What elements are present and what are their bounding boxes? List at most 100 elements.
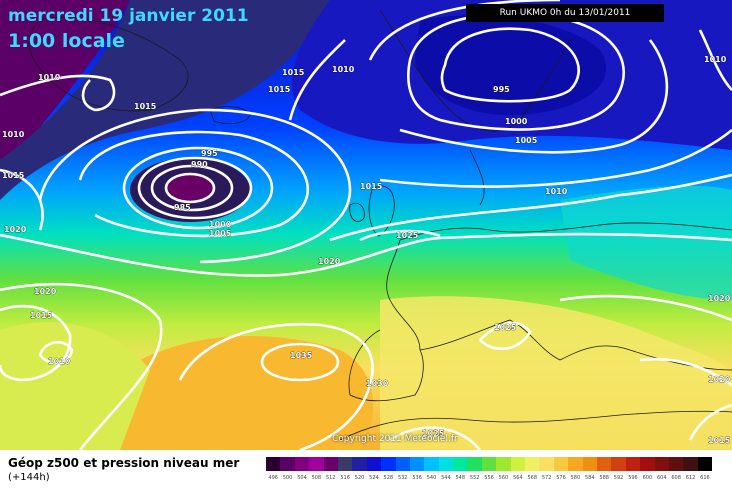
isobar-low-1000 <box>122 146 274 230</box>
scale-swatch <box>568 457 583 471</box>
scale-label: 532 <box>397 475 408 481</box>
scale-swatch <box>668 457 684 471</box>
iceland-coast <box>209 106 251 125</box>
scale-label: 544 <box>441 475 451 481</box>
scale-label: 604 <box>656 475 667 481</box>
isobar-1020-southwest <box>0 282 163 450</box>
scale-swatch <box>496 457 511 471</box>
mediterranean-yellow <box>380 296 732 450</box>
model-run-label: Run UKMO 0h du 13/01/2011 <box>466 4 664 22</box>
southern-orange-zone <box>116 336 374 450</box>
scale-label: 568 <box>527 475 537 481</box>
isobar-label: 1000 <box>505 117 528 126</box>
scale-swatch <box>640 457 655 471</box>
copyright-notice: Copyright 2011 Meteociel.fr <box>332 434 458 444</box>
isobar-label: 1010 <box>545 187 568 196</box>
scale-label: 552 <box>469 475 480 481</box>
scale-swatch <box>309 457 324 471</box>
africa-coast <box>339 410 732 441</box>
isobar-low-1005 <box>78 130 309 238</box>
northwest-dark-zone <box>0 0 130 160</box>
scale-swatch <box>323 457 338 471</box>
isobar-north-1010 <box>288 39 732 188</box>
isobar-1015 <box>0 168 732 242</box>
isobar-label: 1020 <box>708 375 731 384</box>
isobar-low-995 <box>137 156 253 220</box>
isobar-label: 1010 <box>2 130 25 139</box>
scale-label: 516 <box>340 475 350 481</box>
isobar-label: 1030 <box>366 379 389 388</box>
isobar-high-1035 <box>260 342 340 382</box>
isobar-label: 1020 <box>708 294 731 303</box>
isobar-label: 1020 <box>4 225 27 234</box>
scale-swatch <box>381 457 396 471</box>
isobar-label: 1035 <box>290 351 313 360</box>
scale-label: 592 <box>613 475 624 481</box>
scale-swatch <box>409 457 425 471</box>
scale-label: 504 <box>297 475 307 481</box>
scale-swatch <box>582 457 597 471</box>
greenland-coast <box>28 17 189 112</box>
scale-swatch <box>510 457 526 471</box>
scale-swatch <box>366 457 382 471</box>
scale-swatch <box>525 457 540 471</box>
coastlines <box>28 9 732 441</box>
isobar-label: 1020 <box>34 287 57 296</box>
scale-swatch <box>294 457 310 471</box>
scale-label: 600 <box>642 475 653 481</box>
scale-label: 584 <box>585 475 595 481</box>
scale-label: 616 <box>700 475 710 481</box>
isobar-1025 <box>359 229 532 351</box>
scale-label: 580 <box>570 475 581 481</box>
isobar-label: 1015 <box>708 436 731 445</box>
isobar-label: 1005 <box>209 229 232 238</box>
scale-swatch <box>539 457 554 471</box>
scale-label: 500 <box>282 475 293 481</box>
scale-label: 608 <box>671 475 681 481</box>
isobar-low-985 <box>164 172 216 204</box>
isobar-1010-east <box>698 29 732 91</box>
scale-label: 612 <box>685 475 696 481</box>
isobar-label: 1005 <box>515 136 538 145</box>
isobar-label: 1025 <box>494 323 517 332</box>
legend-subtitle: (+144h) <box>8 472 50 483</box>
scale-label: 548 <box>455 475 466 481</box>
isobar-1010-southwest <box>38 341 74 365</box>
isobar-1020-east <box>559 294 732 387</box>
scale-swatch <box>438 457 454 471</box>
scale-swatch <box>654 457 669 471</box>
isobar-label: 1015 <box>268 85 291 94</box>
color-scale-labels: 496 500 504 508 512 516 520 524 528 532 536 540 544 5… <box>266 475 712 481</box>
isobar-label: 1025 <box>422 429 445 438</box>
northwest-navy-zone <box>0 0 330 200</box>
scale-label: 596 <box>628 475 638 481</box>
isobar-low-1010 <box>38 108 352 264</box>
scale-label: 560 <box>498 475 509 481</box>
scale-swatch <box>596 457 612 471</box>
low-core-inner <box>166 174 214 202</box>
scale-label: 496 <box>268 475 278 481</box>
isobar-label: 1020 <box>318 257 341 266</box>
scale-label: 524 <box>369 475 379 481</box>
scale-swatch <box>481 457 497 471</box>
isobar-label: 985 <box>174 203 191 212</box>
isobar-low-990 <box>150 164 234 212</box>
scale-label: 520 <box>354 475 365 481</box>
scale-label: 576 <box>556 475 566 481</box>
isobar-label: 1010 <box>38 73 61 82</box>
isobar-label: 1015 <box>282 68 305 77</box>
isobar-north-995 <box>440 27 580 103</box>
isobar-label: 1010 <box>48 357 71 366</box>
eastern-cyan <box>560 185 732 300</box>
isobar-label: 1025 <box>396 231 419 240</box>
isobar-1030 <box>178 322 374 450</box>
isobar-north-1005 <box>368 0 669 154</box>
scale-label: 556 <box>484 475 494 481</box>
southwest-yellow <box>0 322 150 450</box>
isobar-label: 1010 <box>332 65 355 74</box>
legend-title: Géop z500 et pression niveau mer <box>8 456 240 470</box>
scale-label: 572 <box>541 475 552 481</box>
scale-swatch <box>611 457 626 471</box>
british-isles-coast <box>349 185 395 237</box>
isobar-label: 1015 <box>2 171 25 180</box>
